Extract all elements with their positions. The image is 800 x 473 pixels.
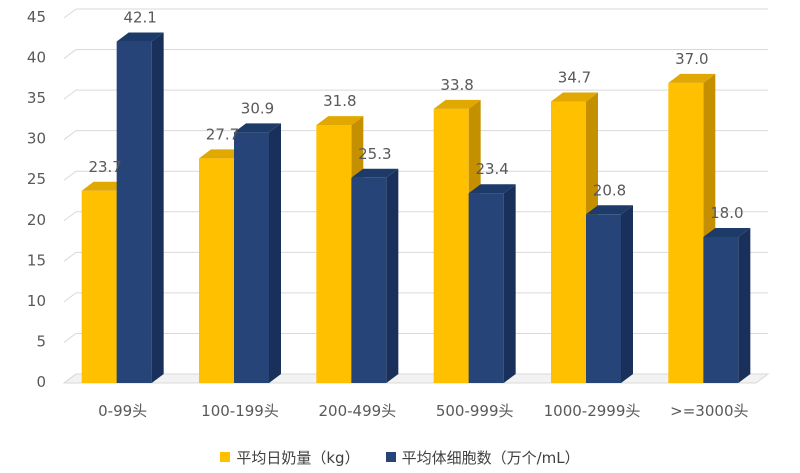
bar-somatic-top — [234, 123, 281, 133]
bar-somatic-top — [703, 228, 751, 237]
gridline — [63, 251, 768, 262]
bar-somatic-top — [351, 168, 399, 178]
y-tick-label: 35 — [27, 89, 46, 107]
x-tick-label: 1000-2999头 — [544, 402, 641, 420]
bar-milk-top — [551, 92, 598, 102]
y-tick-label: 25 — [27, 170, 46, 188]
bar-somatic-side — [621, 205, 633, 383]
bar-somatic-top — [468, 184, 516, 194]
x-tick-label: 200-499头 — [318, 402, 396, 420]
legend-swatch-milk — [220, 452, 231, 462]
data-label-somatic: 30.9 — [241, 99, 274, 117]
bar-milk-top — [433, 99, 481, 109]
x-tick-label: >=3000头 — [670, 402, 748, 420]
bar-milk — [551, 101, 586, 384]
y-tick-label: 40 — [27, 49, 46, 67]
data-label-somatic: 20.8 — [593, 181, 626, 199]
data-label-somatic: 18.0 — [710, 204, 743, 222]
gridline — [63, 89, 768, 100]
data-label-milk: 34.7 — [558, 69, 591, 87]
bar-somatic — [234, 132, 269, 383]
y-tick-label: 5 — [36, 332, 46, 350]
y-tick-label: 30 — [27, 130, 46, 148]
legend-swatch-somatic-cells — [385, 452, 396, 462]
bar-somatic — [116, 41, 152, 384]
bar-somatic-side — [386, 168, 399, 383]
data-label-milk: 23.7 — [88, 158, 121, 176]
y-tick-label: 20 — [27, 211, 46, 229]
y-tick-label: 45 — [27, 8, 46, 26]
bar-somatic — [703, 237, 739, 383]
y-tick-label: 10 — [27, 292, 46, 310]
gridline — [63, 49, 768, 59]
data-label-milk: 27.7 — [206, 125, 239, 143]
bar-somatic-top — [116, 32, 164, 42]
gridline — [63, 130, 768, 141]
chart-floor — [62, 373, 770, 384]
gridline — [63, 373, 768, 384]
bar-somatic-side — [151, 32, 164, 384]
x-tick-label: 100-199头 — [201, 402, 279, 420]
data-label-milk: 37.0 — [675, 50, 708, 68]
gridline — [63, 292, 768, 303]
gridline — [63, 332, 768, 343]
bar-somatic-side — [738, 228, 751, 383]
x-tick-label: 500-999头 — [436, 402, 514, 420]
legend: 平均日奶量（kg） 平均体细胞数（万个/mL） — [0, 445, 800, 469]
bar-somatic — [468, 193, 504, 383]
bar-somatic-side — [269, 123, 281, 383]
bar-milk-top — [316, 116, 364, 126]
bar-milk — [316, 125, 352, 384]
data-label-somatic: 23.4 — [475, 160, 508, 178]
gridline — [63, 8, 768, 19]
gridline — [63, 170, 768, 181]
legend-label-milk: 平均日奶量（kg） — [236, 448, 360, 467]
bar-somatic — [586, 214, 621, 383]
bar-somatic-top — [586, 205, 633, 215]
data-label-somatic: 25.3 — [358, 145, 391, 163]
gridline — [63, 211, 768, 222]
bar-milk — [199, 158, 234, 383]
data-label-somatic: 42.1 — [123, 9, 156, 27]
legend-label-somatic-cells: 平均体细胞数（万个/mL） — [401, 448, 580, 467]
bar-milk — [433, 108, 469, 383]
y-tick-label: 0 — [36, 373, 46, 391]
legend-item-milk: 平均日奶量（kg） — [220, 447, 360, 468]
data-label-milk: 33.8 — [440, 76, 473, 94]
legend-item-somatic-cells: 平均体细胞数（万个/mL） — [385, 447, 580, 468]
bar-somatic-side — [503, 184, 516, 383]
bar-milk-top — [668, 73, 716, 83]
bar-milk — [668, 82, 704, 383]
x-tick-label: 0-99头 — [98, 402, 147, 420]
y-tick-label: 15 — [27, 251, 46, 269]
bar-somatic — [351, 177, 387, 383]
bar-milk — [81, 190, 117, 383]
data-label-milk: 31.8 — [323, 92, 356, 110]
